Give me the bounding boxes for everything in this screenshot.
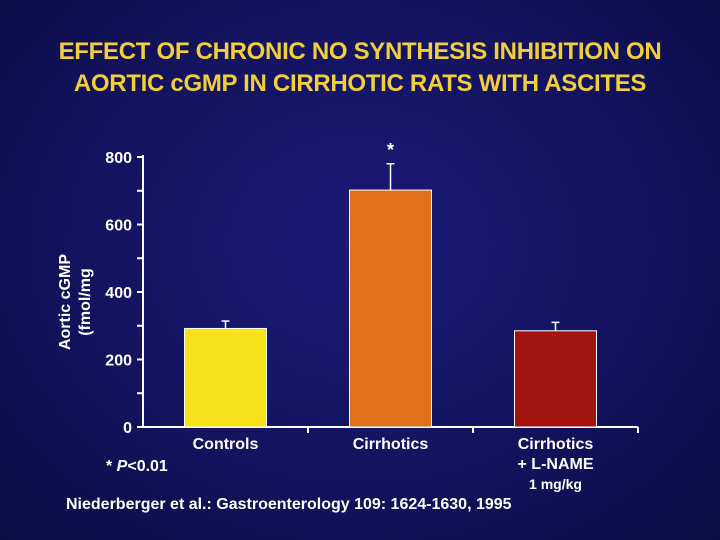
x-category-label: 1 mg/kg (529, 476, 582, 492)
chart-title-line-1: EFFECT OF CHRONIC NO SYNTHESIS INHIBITIO… (58, 38, 662, 65)
chart-title: EFFECT OF CHRONIC NO SYNTHESIS INHIBITIO… (0, 36, 720, 100)
y-tick-label: 400 (105, 285, 132, 302)
y-tick-label: 200 (105, 353, 132, 370)
chart-title-line-2: AORTIC cGMP IN CIRRHOTIC RATS WITH ASCIT… (73, 70, 647, 97)
x-category-label: Controls (193, 436, 259, 453)
significance-marker: * (387, 140, 394, 160)
y-tick-label: 800 (105, 150, 132, 167)
bar (514, 330, 597, 428)
y-tick-label: 600 (105, 218, 132, 235)
bar (349, 189, 432, 428)
y-axis-label-line: (fmol/mg (77, 268, 94, 336)
y-axis-label-line: Aortic cGMP (57, 254, 74, 350)
citation: Niederberger et al.: Gastroenterology 10… (66, 496, 512, 513)
significance-footnote: * P<0.01 (106, 458, 168, 476)
footnote-text: * P<0.01 (106, 458, 168, 475)
x-category-label: Cirrhotics (353, 436, 429, 453)
bar (184, 327, 267, 428)
x-category-label: Cirrhotics (518, 436, 594, 453)
footnote-p-italic: P (116, 458, 128, 475)
y-tick-label: 0 (123, 420, 132, 437)
x-category-label: + L-NAME (518, 456, 594, 473)
